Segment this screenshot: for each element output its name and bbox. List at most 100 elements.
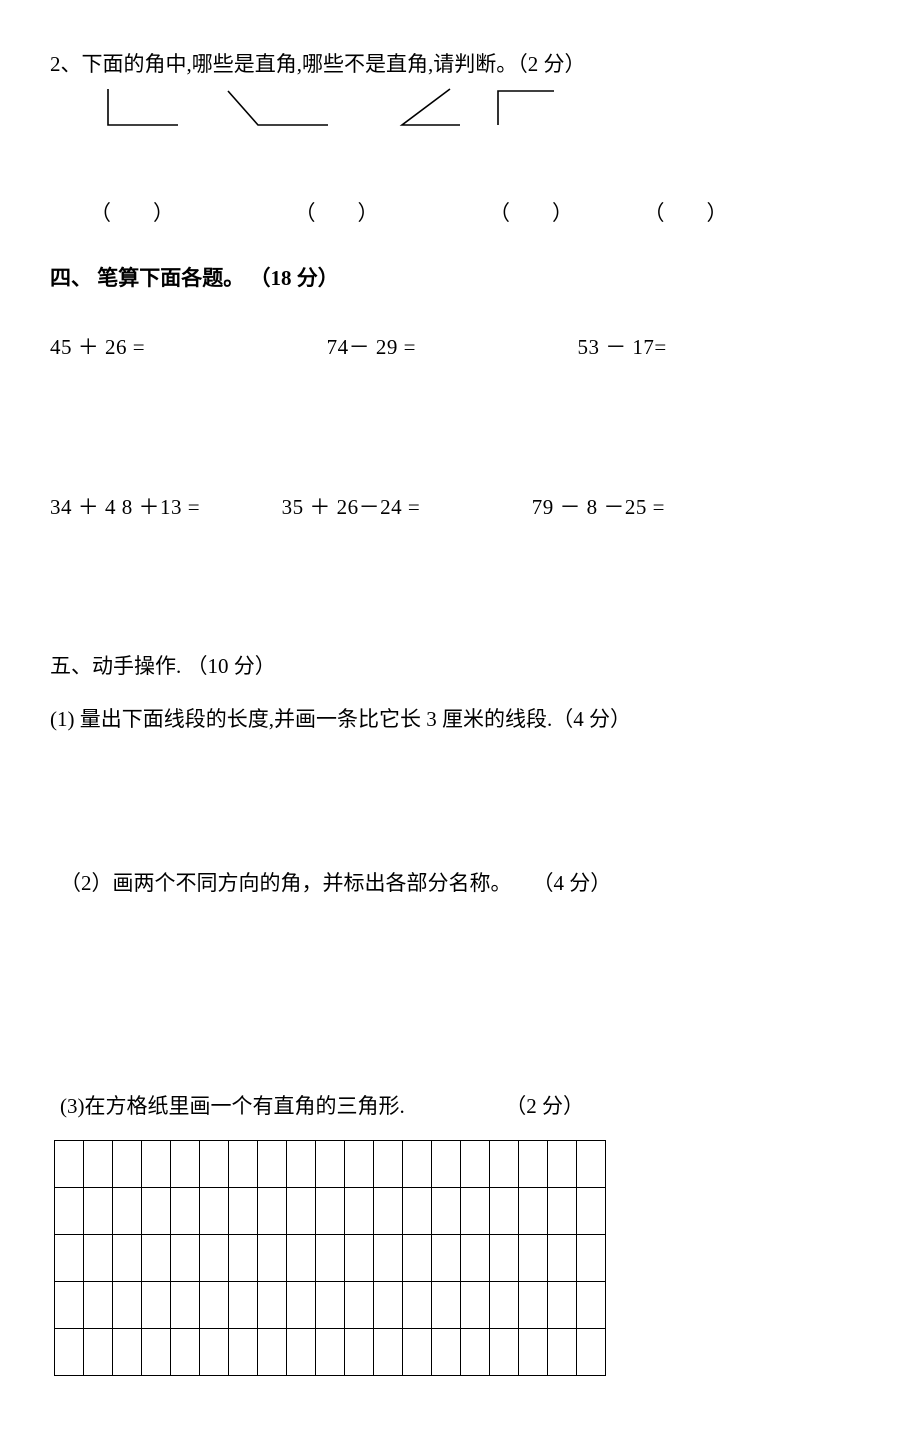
grid-cell: [374, 1187, 403, 1234]
grid-cell: [345, 1140, 374, 1187]
sec5-title: 五、动手操作. （10 分）: [50, 652, 870, 681]
answer-grid: [54, 1140, 606, 1376]
grid-cell: [548, 1281, 577, 1328]
grid-cell: [287, 1140, 316, 1187]
grid-cell: [577, 1328, 606, 1375]
grid-cell: [519, 1234, 548, 1281]
grid-cell: [374, 1281, 403, 1328]
grid-cell: [519, 1140, 548, 1187]
grid-cell: [577, 1140, 606, 1187]
grid-cell: [84, 1328, 113, 1375]
grid-cell: [316, 1328, 345, 1375]
grid-cell: [55, 1328, 84, 1375]
sec5-p3-points: （2 分）: [505, 1094, 584, 1118]
grid-cell: [345, 1281, 374, 1328]
grid-cell: [345, 1234, 374, 1281]
grid-cell: [171, 1328, 200, 1375]
grid-cell: [171, 1187, 200, 1234]
grid-cell: [490, 1234, 519, 1281]
eq-34-48-13: 34 ＋ 4 8 ＋13 =: [50, 493, 200, 522]
grid-cell: [374, 1328, 403, 1375]
eq-74-29: 74－ 29 =: [327, 333, 416, 362]
grid-cell: [316, 1234, 345, 1281]
grid-cell: [432, 1234, 461, 1281]
sec5-p2: （2）画两个不同方向的角，并标出各部分名称。 （4 分）: [60, 869, 870, 898]
grid-cell: [113, 1140, 142, 1187]
grid-cell: [490, 1328, 519, 1375]
grid-cell: [548, 1140, 577, 1187]
grid-cell: [200, 1328, 229, 1375]
grid-cell: [577, 1187, 606, 1234]
sec4-row2: 34 ＋ 4 8 ＋13 = 35 ＋ 26－24 = 79 － 8 －25 =: [50, 493, 870, 522]
grid-cell: [461, 1140, 490, 1187]
grid-cell: [345, 1328, 374, 1375]
grid-cell: [84, 1281, 113, 1328]
section-4: 四、 笔算下面各题。 （18 分） 45 ＋ 26 = 74－ 29 = 53 …: [50, 264, 870, 522]
grid-cell: [403, 1328, 432, 1375]
q2-text: 2、下面的角中,哪些是直角,哪些不是直角,请判断。（2 分）: [50, 50, 870, 79]
grid-cell: [519, 1328, 548, 1375]
grid-cell: [55, 1281, 84, 1328]
q2-paren-row: （ ） （ ） （ ） （ ）: [90, 199, 870, 228]
grid-cell: [258, 1234, 287, 1281]
grid-cell: [171, 1281, 200, 1328]
grid-cell: [142, 1234, 171, 1281]
grid-cell: [113, 1328, 142, 1375]
grid-cell: [374, 1234, 403, 1281]
grid-cell: [403, 1234, 432, 1281]
grid-cell: [461, 1234, 490, 1281]
grid-cell: [403, 1140, 432, 1187]
grid-cell: [113, 1234, 142, 1281]
grid-cell: [403, 1281, 432, 1328]
grid-cell: [113, 1187, 142, 1234]
sec5-p3-text: (3)在方格纸里画一个有直角的三角形.: [60, 1094, 405, 1118]
angles-diagram: [100, 85, 570, 129]
grid-cell: [548, 1328, 577, 1375]
grid-cell: [142, 1281, 171, 1328]
grid-cell: [84, 1234, 113, 1281]
grid-cell: [461, 1281, 490, 1328]
grid-cell: [229, 1187, 258, 1234]
grid-cell: [113, 1281, 142, 1328]
grid-cell: [519, 1187, 548, 1234]
grid-cell: [461, 1187, 490, 1234]
grid-cell: [55, 1234, 84, 1281]
grid-cell: [258, 1328, 287, 1375]
grid-cell: [200, 1187, 229, 1234]
paren-1: （ ）: [90, 199, 174, 228]
grid-cell: [258, 1187, 287, 1234]
grid-cell: [229, 1140, 258, 1187]
sec4-row1: 45 ＋ 26 = 74－ 29 = 53 － 17=: [50, 333, 870, 362]
grid-cell: [200, 1234, 229, 1281]
grid-cell: [55, 1187, 84, 1234]
grid-cell: [490, 1140, 519, 1187]
grid-cell: [200, 1281, 229, 1328]
question-2: 2、下面的角中,哪些是直角,哪些不是直角,请判断。（2 分） （ ） （ ） （…: [50, 50, 870, 229]
grid-cell: [345, 1187, 374, 1234]
grid-wrap: [50, 1140, 870, 1376]
grid-cell: [519, 1281, 548, 1328]
grid-cell: [316, 1281, 345, 1328]
grid-cell: [403, 1187, 432, 1234]
grid-cell: [577, 1234, 606, 1281]
grid-cell: [287, 1234, 316, 1281]
grid-cell: [229, 1234, 258, 1281]
section-5: 五、动手操作. （10 分） (1) 量出下面线段的长度,并画一条比它长 3 厘…: [50, 652, 870, 1376]
paren-3: （ ）: [489, 199, 573, 228]
eq-53-17: 53 － 17=: [577, 333, 666, 362]
eq-45-26: 45 ＋ 26 =: [50, 333, 145, 362]
eq-79-8-25: 79 － 8 －25 =: [532, 493, 665, 522]
grid-cell: [287, 1328, 316, 1375]
grid-cell: [229, 1328, 258, 1375]
sec4-title: 四、 笔算下面各题。 （18 分）: [50, 264, 870, 293]
grid-cell: [432, 1328, 461, 1375]
grid-cell: [490, 1187, 519, 1234]
grid-cell: [490, 1281, 519, 1328]
sec5-p3: (3)在方格纸里画一个有直角的三角形. （2 分）: [60, 1092, 870, 1121]
grid-cell: [84, 1140, 113, 1187]
paren-2: （ ）: [295, 199, 379, 228]
grid-cell: [171, 1234, 200, 1281]
grid-cell: [577, 1281, 606, 1328]
grid-cell: [258, 1140, 287, 1187]
grid-cell: [548, 1187, 577, 1234]
